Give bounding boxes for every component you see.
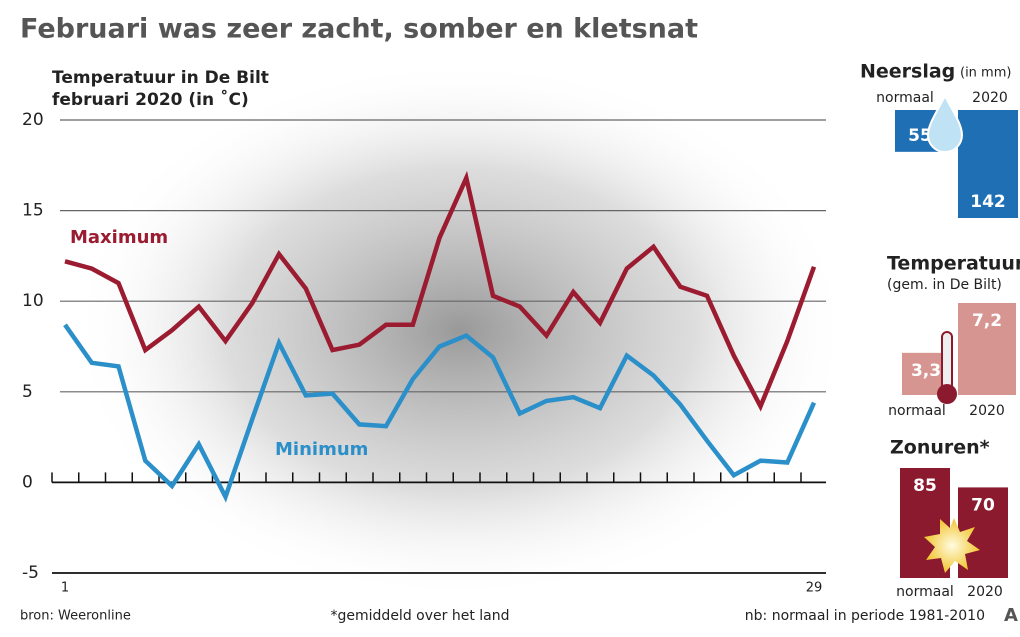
y-tick-label: 0 (22, 472, 33, 492)
background-cloud (70, 60, 850, 600)
category-label: normaal (896, 584, 954, 600)
x-tick-label: 29 (806, 581, 823, 596)
series-line (64, 170, 817, 412)
panel-subtitle: (in mm) (960, 66, 1011, 81)
series-label: Maximum (70, 227, 168, 248)
y-tick-label: 10 (22, 291, 44, 311)
value-label: 55 (908, 126, 932, 146)
bar (958, 303, 1016, 395)
panel-subtitle: (gem. in De Bilt) (887, 277, 1002, 293)
value-label: 70 (971, 495, 995, 515)
value-label: 85 (913, 476, 937, 496)
thermometer-tube (941, 331, 953, 391)
series-line (63, 323, 817, 503)
source: bron: Weeronline (20, 609, 131, 624)
y-tick-label: 20 (22, 110, 44, 130)
main-title: Februari was zeer zacht, somber en klets… (20, 14, 698, 45)
thermometer-bulb (937, 384, 957, 404)
category-label: normaal (888, 403, 946, 419)
logo: A (1004, 605, 1018, 626)
bar (958, 110, 1018, 218)
y-tick-label: -5 (22, 563, 39, 583)
category-label: 2020 (972, 90, 1008, 106)
panel-title: Zonuren* (890, 437, 990, 459)
sun-icon (924, 518, 980, 573)
category-label: 2020 (969, 403, 1005, 419)
chart-subtitle: februari 2020 (in ˚C) (52, 88, 249, 110)
category-label: normaal (876, 90, 934, 106)
period-note: nb: normaal in periode 1981-2010 (745, 608, 985, 624)
y-tick-label: 5 (22, 382, 33, 402)
panel-title: Neerslag (860, 61, 955, 83)
chart-title: Temperatuur in De Bilt (52, 68, 269, 88)
raindrop-icon (926, 93, 964, 153)
value-label: 142 (970, 192, 1006, 212)
y-tick-label: 15 (22, 201, 44, 221)
value-label: 7,2 (972, 311, 1002, 331)
category-label: 2020 (967, 584, 1003, 600)
value-label: 3,3 (911, 361, 941, 381)
x-tick-label: 1 (61, 581, 69, 596)
series-label: Minimum (275, 439, 368, 460)
footnote: *gemiddeld over het land (331, 608, 510, 624)
panel-title: Temperatuur (887, 253, 1020, 275)
